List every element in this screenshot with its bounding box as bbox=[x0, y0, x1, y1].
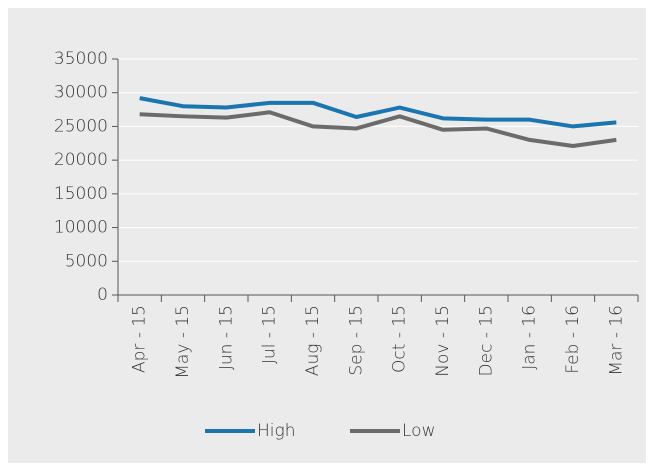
x-tick-label: Apr - 15 bbox=[130, 305, 150, 373]
chart-background bbox=[8, 8, 646, 463]
x-tick-label: May - 15 bbox=[173, 305, 193, 379]
x-tick-label: Dec - 15 bbox=[476, 305, 496, 376]
x-tick-label: Jul - 15 bbox=[260, 305, 280, 364]
x-tick-label: Jun - 15 bbox=[216, 305, 236, 370]
legend-label: Low bbox=[402, 421, 435, 441]
y-tick-label: 10000 bbox=[54, 218, 108, 238]
line-series bbox=[139, 96, 617, 129]
x-tick-label: Oct - 15 bbox=[390, 305, 410, 373]
y-tick-label: 15000 bbox=[54, 184, 108, 204]
y-tick-label: 5000 bbox=[65, 251, 108, 271]
line-series bbox=[139, 110, 617, 148]
y-tick-label: 0 bbox=[97, 285, 108, 305]
legend-label: High bbox=[257, 421, 295, 441]
x-tick-label: Sep - 15 bbox=[346, 305, 366, 376]
y-tick-label: 30000 bbox=[54, 83, 108, 103]
y-tick-label: 20000 bbox=[54, 150, 108, 170]
x-tick-label: Mar - 16 bbox=[606, 305, 626, 376]
y-tick-label: 35000 bbox=[54, 49, 108, 69]
y-tick-label: 25000 bbox=[54, 116, 108, 136]
x-tick-label: Nov - 15 bbox=[433, 305, 453, 377]
x-tick-label: Aug - 15 bbox=[303, 305, 323, 376]
x-tick-label: Feb - 16 bbox=[563, 305, 583, 374]
x-tick-label: Jan - 16 bbox=[520, 305, 540, 370]
